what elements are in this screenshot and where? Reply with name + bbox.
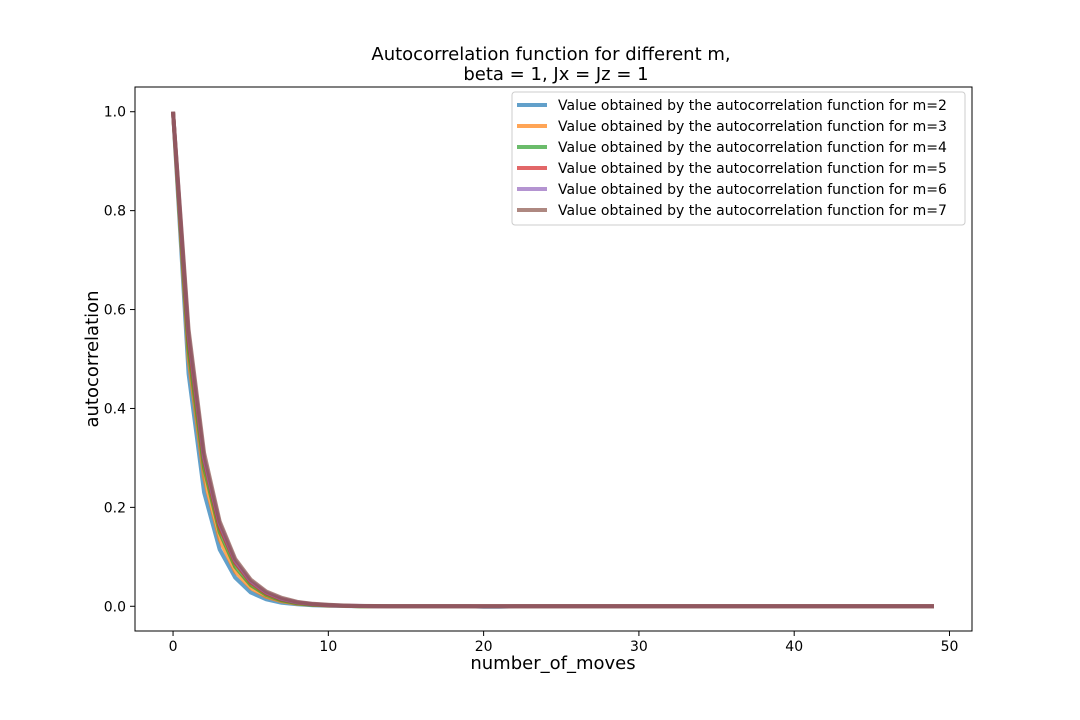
plot-area-frame: [134, 86, 973, 632]
legend-label-4: Value obtained by the autocorrelation fu…: [558, 161, 947, 177]
legend-label-1: Value obtained by the autocorrelation fu…: [558, 98, 947, 114]
series-line-6: [171, 111, 934, 609]
legend-label-5: Value obtained by the autocorrelation fu…: [558, 182, 947, 198]
legend-box: [511, 91, 966, 226]
chart-title: Autocorrelation function for different m…: [371, 44, 730, 65]
x-tick-label: 10: [319, 639, 337, 655]
ticks-layer: 0 10 20 30 40 50 0.0 0.2 0.4 0.6 0.8 1.0: [104, 105, 959, 655]
y-tick-label: 0.0: [104, 599, 126, 615]
chart-subtitle: beta = 1, Jx = Jz = 1: [463, 64, 648, 85]
x-axis-label: number_of_moves: [470, 653, 635, 674]
legend-entries: Value obtained by the autocorrelation fu…: [517, 98, 947, 219]
series-layer: [171, 111, 934, 609]
x-tick-label: 40: [785, 639, 803, 655]
legend-label-2: Value obtained by the autocorrelation fu…: [558, 119, 947, 135]
y-tick-label: 1.0: [104, 105, 126, 121]
legend: Value obtained by the autocorrelation fu…: [511, 91, 966, 226]
legend-label-3: Value obtained by the autocorrelation fu…: [558, 140, 947, 156]
y-tick-label: 0.8: [104, 204, 126, 220]
y-axis-label: autocorrelation: [82, 290, 103, 427]
legend-label-6: Value obtained by the autocorrelation fu…: [558, 203, 947, 219]
y-tick-label: 0.4: [104, 401, 126, 417]
y-tick-label: 0.6: [104, 303, 126, 319]
x-tick-label: 0: [169, 639, 178, 655]
x-tick-label: 20: [475, 639, 493, 655]
y-tick-label: 0.2: [104, 500, 126, 516]
x-tick-label: 50: [941, 639, 959, 655]
x-tick-label: 30: [630, 639, 648, 655]
